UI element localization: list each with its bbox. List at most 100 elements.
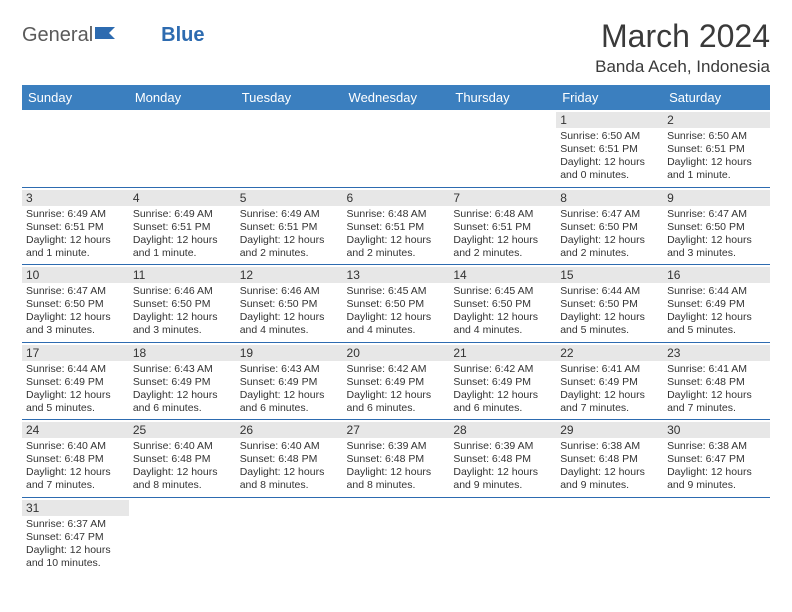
day-number: 20 (343, 345, 450, 361)
calendar-cell: 22 Sunrise: 6:41 AMSunset: 6:49 PMDayligh… (556, 342, 663, 420)
weekday-header: Sunday (22, 85, 129, 110)
calendar-cell: 19 Sunrise: 6:43 AMSunset: 6:49 PMDayligh… (236, 342, 343, 420)
day-number: 27 (343, 422, 450, 438)
day-info: Sunrise: 6:49 AMSunset: 6:51 PMDaylight:… (26, 208, 125, 261)
calendar-cell: 13Sunrise: 6:45 AMSunset: 6:50 PMDayligh… (343, 265, 450, 343)
day-number: 31 (22, 500, 129, 516)
day-number: 19 (236, 345, 343, 361)
day-info: Sunrise: 6:48 AMSunset: 6:51 PMDaylight:… (453, 208, 552, 261)
day-info: Sunrise: 6:44 AMSunset: 6:49 PMDaylight:… (26, 363, 125, 416)
month-title: March 2024 (595, 18, 770, 55)
day-info: Sunrise: 6:40 AMSunset: 6:48 PMDaylight:… (240, 440, 339, 493)
day-info: Sunrise: 6:43 AMSunset: 6:49 PMDaylight:… (133, 363, 232, 416)
calendar-body: 1Sunrise: 6:50 AMSunset: 6:51 PMDaylight… (22, 110, 770, 574)
weekday-header: Saturday (663, 85, 770, 110)
day-info: Sunrise: 6:50 AMSunset: 6:51 PMDaylight:… (560, 130, 659, 183)
calendar-cell (663, 497, 770, 574)
calendar-cell: 28Sunrise: 6:39 AMSunset: 6:48 PMDayligh… (449, 420, 556, 498)
day-number: 2 (663, 112, 770, 128)
day-info: Sunrise: 6:46 AMSunset: 6:50 PMDaylight:… (133, 285, 232, 338)
day-number: 3 (22, 190, 129, 206)
calendar-cell: 11Sunrise: 6:46 AMSunset: 6:50 PMDayligh… (129, 265, 236, 343)
day-number: 10 (22, 267, 129, 283)
day-number: 7 (449, 190, 556, 206)
calendar-table: SundayMondayTuesdayWednesdayThursdayFrid… (22, 85, 770, 574)
day-number: 9 (663, 190, 770, 206)
day-info: Sunrise: 6:49 AMSunset: 6:51 PMDaylight:… (133, 208, 232, 261)
day-info: Sunrise: 6:46 AMSunset: 6:50 PMDaylight:… (240, 285, 339, 338)
calendar-cell: 10 Sunrise: 6:47 AMSunset: 6:50 PMDayligh… (22, 265, 129, 343)
calendar-cell: 6Sunrise: 6:48 AMSunset: 6:51 PMDaylight… (343, 187, 450, 265)
day-number: 8 (556, 190, 663, 206)
day-info: Sunrise: 6:47 AMSunset: 6:50 PMDaylight:… (560, 208, 659, 261)
calendar-cell: 1 Sunrise: 6:50 AMSunset: 6:51 PMDaylight… (556, 110, 663, 187)
calendar-cell: 30Sunrise: 6:38 AMSunset: 6:47 PMDayligh… (663, 420, 770, 498)
day-number: 18 (129, 345, 236, 361)
day-number: 13 (343, 267, 450, 283)
day-number: 28 (449, 422, 556, 438)
calendar-cell (449, 110, 556, 187)
calendar-row: 24Sunrise: 6:40 AMSunset: 6:48 PMDayligh… (22, 420, 770, 498)
calendar-cell (449, 497, 556, 574)
weekday-header: Wednesday (343, 85, 450, 110)
day-info: Sunrise: 6:44 AMSunset: 6:49 PMDaylight:… (667, 285, 766, 338)
calendar-cell: 7 Sunrise: 6:48 AMSunset: 6:51 PMDaylight… (449, 187, 556, 265)
day-info: Sunrise: 6:42 AMSunset: 6:49 PMDaylight:… (347, 363, 446, 416)
calendar-cell (236, 110, 343, 187)
day-number: 23 (663, 345, 770, 361)
day-info: Sunrise: 6:43 AMSunset: 6:49 PMDaylight:… (240, 363, 339, 416)
day-number: 6 (343, 190, 450, 206)
calendar-cell: 16 Sunrise: 6:44 AMSunset: 6:49 PMDayligh… (663, 265, 770, 343)
title-block: March 2024 Banda Aceh, Indonesia (595, 18, 770, 77)
calendar-cell: 14 Sunrise: 6:45 AMSunset: 6:50 PMDayligh… (449, 265, 556, 343)
calendar-cell (556, 497, 663, 574)
calendar-cell: 23Sunrise: 6:41 AMSunset: 6:48 PMDayligh… (663, 342, 770, 420)
day-number: 24 (22, 422, 129, 438)
day-info: Sunrise: 6:40 AMSunset: 6:48 PMDaylight:… (133, 440, 232, 493)
calendar-row: 17Sunrise: 6:44 AMSunset: 6:49 PMDayligh… (22, 342, 770, 420)
location-label: Banda Aceh, Indonesia (595, 57, 770, 77)
calendar-cell: 5 Sunrise: 6:49 AMSunset: 6:51 PMDaylight… (236, 187, 343, 265)
day-number: 5 (236, 190, 343, 206)
day-info: Sunrise: 6:41 AMSunset: 6:49 PMDaylight:… (560, 363, 659, 416)
day-info: Sunrise: 6:49 AMSunset: 6:51 PMDaylight:… (240, 208, 339, 261)
calendar-cell (236, 497, 343, 574)
flag-icon (95, 24, 117, 47)
calendar-cell: 21Sunrise: 6:42 AMSunset: 6:49 PMDayligh… (449, 342, 556, 420)
day-info: Sunrise: 6:42 AMSunset: 6:49 PMDaylight:… (453, 363, 552, 416)
calendar-row: 31Sunrise: 6:37 AMSunset: 6:47 PMDayligh… (22, 497, 770, 574)
calendar-cell: 4Sunrise: 6:49 AMSunset: 6:51 PMDaylight… (129, 187, 236, 265)
logo-text-blue: Blue (161, 24, 204, 47)
day-info: Sunrise: 6:44 AMSunset: 6:50 PMDaylight:… (560, 285, 659, 338)
day-number: 1 (556, 112, 663, 128)
calendar-cell: 17Sunrise: 6:44 AMSunset: 6:49 PMDayligh… (22, 342, 129, 420)
calendar-page: General Blue March 2024 Banda Aceh, Indo… (0, 0, 792, 592)
day-number: 26 (236, 422, 343, 438)
calendar-cell: 24Sunrise: 6:40 AMSunset: 6:48 PMDayligh… (22, 420, 129, 498)
day-info: Sunrise: 6:38 AMSunset: 6:47 PMDaylight:… (667, 440, 766, 493)
day-info: Sunrise: 6:47 AMSunset: 6:50 PMDaylight:… (26, 285, 125, 338)
calendar-cell: 27Sunrise: 6:39 AMSunset: 6:48 PMDayligh… (343, 420, 450, 498)
calendar-cell: 3 Sunrise: 6:49 AMSunset: 6:51 PMDaylight… (22, 187, 129, 265)
day-number: 15 (556, 267, 663, 283)
day-info: Sunrise: 6:45 AMSunset: 6:50 PMDaylight:… (453, 285, 552, 338)
calendar-row: 1Sunrise: 6:50 AMSunset: 6:51 PMDaylight… (22, 110, 770, 187)
day-number: 16 (663, 267, 770, 283)
calendar-cell: 15 Sunrise: 6:44 AMSunset: 6:50 PMDayligh… (556, 265, 663, 343)
calendar-cell (343, 110, 450, 187)
calendar-cell (129, 110, 236, 187)
weekday-row: SundayMondayTuesdayWednesdayThursdayFrid… (22, 85, 770, 110)
page-header: General Blue March 2024 Banda Aceh, Indo… (22, 18, 770, 77)
day-number: 14 (449, 267, 556, 283)
day-info: Sunrise: 6:50 AMSunset: 6:51 PMDaylight:… (667, 130, 766, 183)
calendar-cell: 8 Sunrise: 6:47 AMSunset: 6:50 PMDaylight… (556, 187, 663, 265)
calendar-cell (129, 497, 236, 574)
day-info: Sunrise: 6:47 AMSunset: 6:50 PMDaylight:… (667, 208, 766, 261)
calendar-cell: 31Sunrise: 6:37 AMSunset: 6:47 PMDayligh… (22, 497, 129, 574)
calendar-cell (343, 497, 450, 574)
weekday-header: Tuesday (236, 85, 343, 110)
logo-text-general: General (22, 24, 93, 47)
calendar-cell: 9 Sunrise: 6:47 AMSunset: 6:50 PMDaylight… (663, 187, 770, 265)
day-number: 22 (556, 345, 663, 361)
calendar-cell: 12Sunrise: 6:46 AMSunset: 6:50 PMDayligh… (236, 265, 343, 343)
